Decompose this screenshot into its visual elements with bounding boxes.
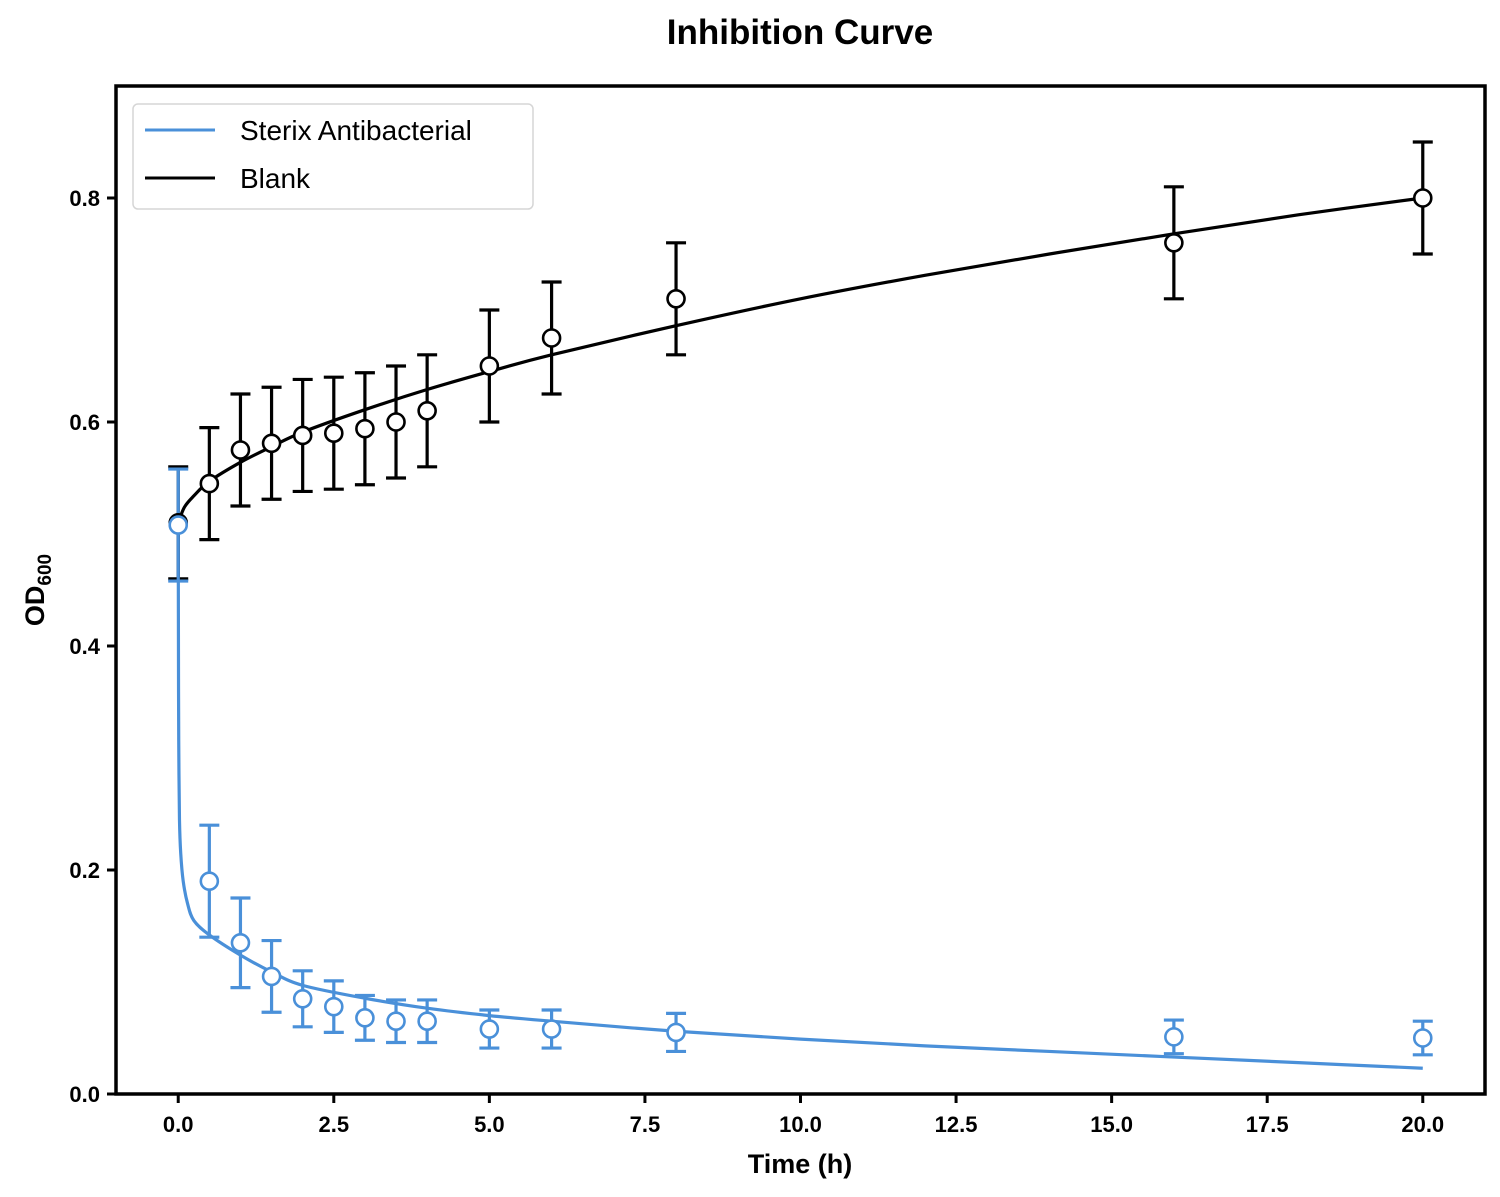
chart-title: Inhibition Curve: [667, 13, 933, 52]
x-tick-label: 20.0: [1401, 1112, 1444, 1137]
data-point-blank: [1164, 233, 1184, 253]
data-point-sterix-antibacterial: [199, 871, 220, 892]
data-point-blank: [199, 473, 220, 494]
x-tick-label: 2.5: [318, 1112, 349, 1137]
y-tick-label: 0.8: [69, 186, 100, 211]
y-tick-label: 0.6: [69, 410, 100, 435]
y-tick-label: 0.4: [69, 634, 100, 659]
data-point-blank: [666, 288, 686, 309]
x-tick-label: 0.0: [163, 1112, 194, 1137]
data-point-sterix-antibacterial: [1412, 1028, 1433, 1048]
data-point-blank: [1412, 188, 1433, 208]
data-point-blank: [355, 418, 375, 439]
x-tick-label: 15.0: [1090, 1112, 1133, 1137]
data-markers: [168, 188, 1433, 1048]
data-point-sterix-antibacterial: [541, 1019, 562, 1039]
fit-line-blank: [176, 196, 1423, 524]
data-point-sterix-antibacterial: [1164, 1027, 1184, 1047]
data-point-blank: [292, 425, 313, 446]
data-point-blank: [417, 400, 437, 421]
data-point-blank: [323, 423, 344, 444]
axes-frame: [114, 84, 1487, 1096]
x-tick-label: 5.0: [474, 1112, 505, 1137]
y-axis-label: OD600: [20, 554, 56, 626]
fit-line-sterix-antibacterial: [176, 522, 1423, 1070]
data-point-blank: [230, 440, 251, 460]
data-point-sterix-antibacterial: [386, 1011, 406, 1032]
data-point-sterix-antibacterial: [323, 996, 344, 1017]
data-point-blank: [386, 412, 406, 432]
legend-label-blank: Blank: [240, 163, 311, 194]
y-axis-ticks: 0.0 0.2 0.4 0.6 0.8: [69, 186, 116, 1107]
error-bars: [168, 140, 1433, 1057]
data-point-blank: [261, 433, 282, 454]
data-point-sterix-antibacterial: [355, 1008, 375, 1028]
data-point-sterix-antibacterial: [417, 1011, 437, 1032]
data-point-sterix-antibacterial: [261, 966, 282, 987]
data-point-blank: [541, 328, 562, 348]
legend-box: [132, 103, 534, 210]
legend-label-sterix: Sterix Antibacterial: [240, 115, 472, 146]
data-point-sterix-antibacterial: [666, 1022, 686, 1043]
y-tick-label: 0.2: [69, 858, 100, 883]
data-point-sterix-antibacterial: [292, 988, 313, 1009]
x-tick-label: 10.0: [779, 1112, 822, 1137]
data-point-sterix-antibacterial: [479, 1019, 500, 1039]
data-point-sterix-antibacterial: [168, 515, 189, 535]
x-axis-label: Time (h): [748, 1149, 853, 1179]
x-tick-label: 12.5: [935, 1112, 978, 1137]
x-axis-ticks: 0.0 2.5 5.0 7.5 10.0 12.5 15.0 17.5 20.0: [163, 1094, 1444, 1137]
legend: Sterix Antibacterial Blank: [132, 103, 534, 210]
y-tick-label: 0.0: [69, 1082, 100, 1107]
x-tick-label: 7.5: [630, 1112, 661, 1137]
y-axis-label-subscript: 600: [35, 554, 56, 586]
data-point-blank: [479, 356, 500, 376]
x-tick-label: 17.5: [1246, 1112, 1289, 1137]
data-point-sterix-antibacterial: [230, 932, 251, 953]
fit-lines: [176, 196, 1423, 1070]
y-axis-label-main: OD: [20, 586, 50, 627]
